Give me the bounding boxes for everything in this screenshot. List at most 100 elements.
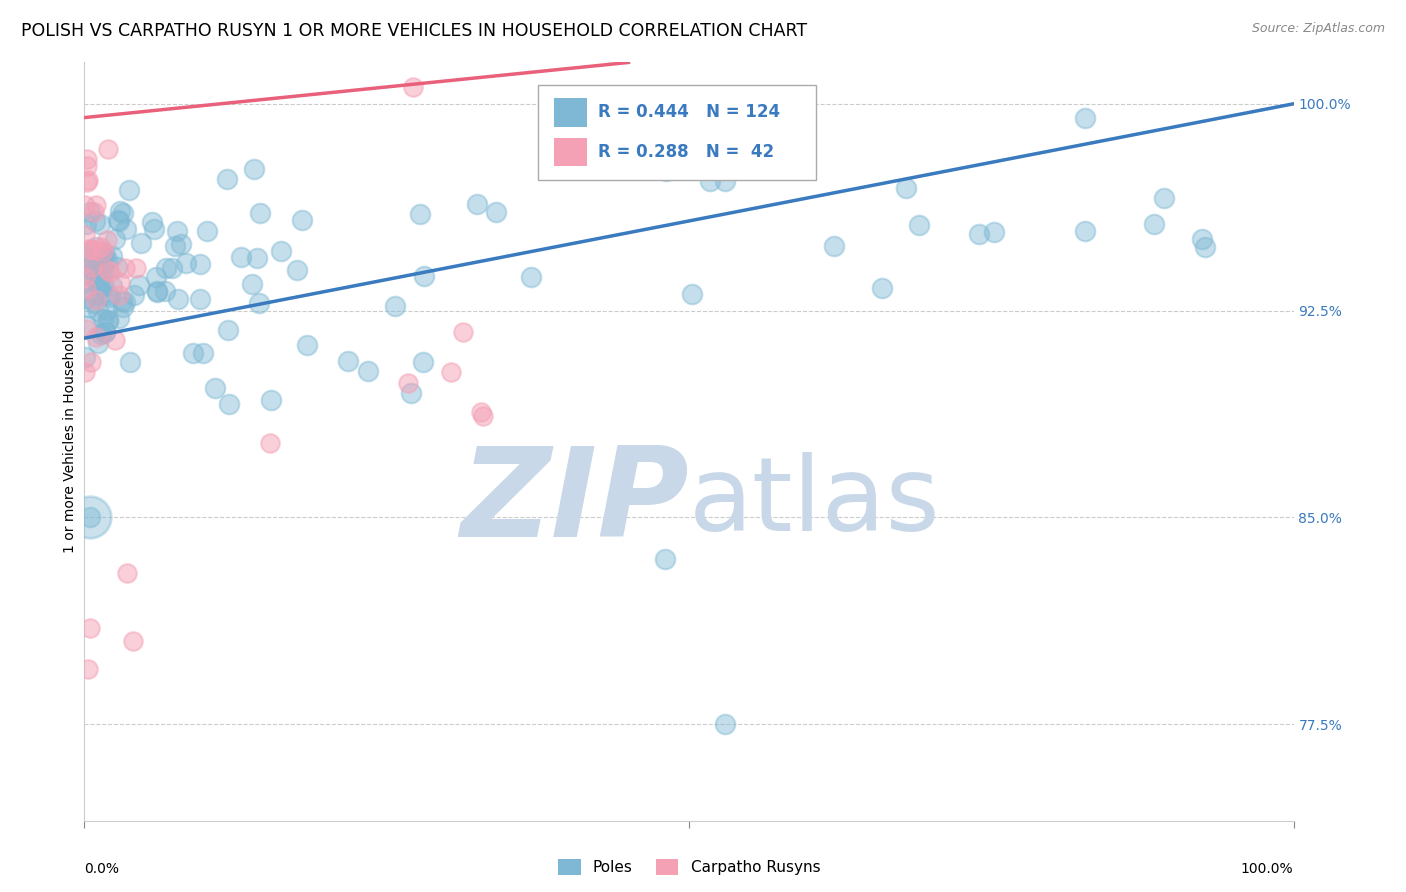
Point — [107, 214, 129, 228]
Point — [110, 203, 132, 218]
Point — [76, 175, 98, 189]
Point — [93, 279, 115, 293]
Point — [472, 409, 495, 423]
Point — [295, 338, 318, 352]
Point — [86, 293, 108, 307]
Point — [114, 295, 136, 310]
Point — [108, 310, 131, 325]
Point — [82, 259, 104, 273]
Point — [96, 288, 118, 302]
Text: 100.0%: 100.0% — [1241, 862, 1294, 876]
Point — [337, 354, 360, 368]
Point — [714, 717, 737, 731]
Point — [245, 251, 267, 265]
FancyBboxPatch shape — [538, 85, 815, 180]
Point — [243, 161, 266, 176]
Point — [713, 174, 735, 188]
Point — [870, 281, 893, 295]
Point — [90, 326, 112, 341]
Point — [96, 302, 118, 317]
Point — [80, 253, 103, 268]
Point — [79, 205, 101, 219]
Point — [97, 262, 120, 277]
Point — [77, 301, 100, 315]
Point — [86, 244, 108, 258]
Point — [1074, 224, 1097, 238]
Point — [83, 295, 105, 310]
Text: Source: ZipAtlas.com: Source: ZipAtlas.com — [1251, 22, 1385, 36]
Point — [80, 355, 103, 369]
Point — [114, 261, 136, 276]
Point — [75, 282, 97, 296]
Point — [90, 288, 112, 302]
Point — [484, 205, 506, 219]
Bar — [554, 98, 588, 127]
Point — [409, 207, 432, 221]
Point — [470, 405, 492, 419]
Point — [120, 355, 142, 369]
Point — [96, 234, 118, 248]
Point — [108, 275, 131, 289]
Point — [80, 260, 103, 275]
Point — [141, 214, 163, 228]
Point — [823, 238, 845, 252]
Point — [654, 551, 676, 566]
Point — [122, 287, 145, 301]
Point — [170, 237, 193, 252]
Point — [90, 263, 112, 277]
Point — [115, 566, 138, 580]
Point — [451, 326, 474, 340]
Point — [440, 365, 463, 379]
Point — [396, 376, 419, 390]
Point — [155, 261, 177, 276]
Point — [249, 206, 271, 220]
Point — [84, 330, 107, 344]
Point — [356, 363, 378, 377]
Text: 0.0%: 0.0% — [84, 862, 120, 876]
Point — [77, 173, 100, 187]
Point — [98, 290, 121, 304]
Point — [91, 244, 114, 258]
Point — [91, 256, 114, 270]
Point — [217, 323, 239, 337]
Text: atlas: atlas — [689, 451, 941, 553]
Point — [1194, 240, 1216, 254]
Point — [93, 264, 115, 278]
Point — [401, 79, 423, 94]
Point — [155, 284, 177, 298]
Point — [89, 217, 111, 231]
Point — [80, 242, 103, 256]
Point — [412, 268, 434, 283]
Point — [105, 260, 128, 274]
Point — [270, 244, 292, 258]
Point — [969, 227, 991, 241]
Point — [537, 145, 560, 160]
Point — [94, 325, 117, 339]
Point — [195, 224, 218, 238]
Point — [260, 392, 283, 407]
Point — [259, 436, 281, 450]
Bar — [554, 137, 588, 166]
Point — [82, 244, 104, 258]
Point — [75, 250, 97, 264]
Point — [93, 248, 115, 262]
Point — [167, 292, 190, 306]
Point — [285, 263, 308, 277]
Point — [76, 275, 98, 289]
Point — [96, 252, 118, 267]
Point — [145, 269, 167, 284]
Point — [108, 288, 131, 302]
Point — [128, 278, 150, 293]
Point — [83, 214, 105, 228]
Point — [87, 304, 110, 318]
Point — [97, 142, 120, 156]
Point — [146, 284, 169, 298]
Point — [76, 242, 98, 256]
Point — [97, 313, 120, 327]
Point — [188, 257, 211, 271]
Point — [181, 345, 204, 359]
Text: R = 0.444   N = 124: R = 0.444 N = 124 — [599, 103, 780, 121]
Point — [131, 236, 153, 251]
Point — [83, 205, 105, 219]
Point — [146, 285, 169, 299]
